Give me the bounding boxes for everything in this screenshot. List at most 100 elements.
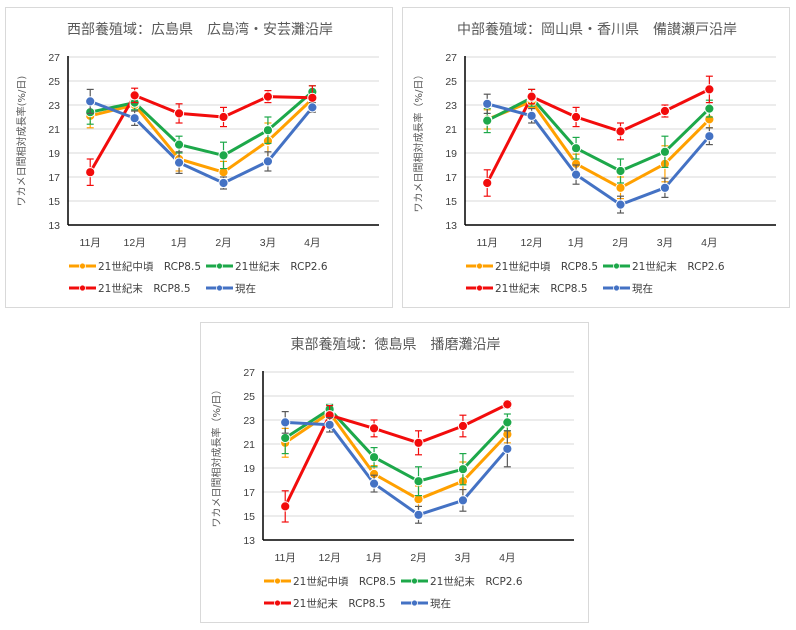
legend-item: 21世紀中頃 RCP8.5 bbox=[69, 260, 201, 273]
chart-svg-central: 中部養殖域：岡山県・香川県 備讃瀬戸沿岸 13 15 17 19 21 23 25 27 ワカメ日… bbox=[412, 21, 776, 295]
data-point bbox=[262, 125, 274, 136]
legend-item: 21世紀末 RCP8.5 bbox=[264, 597, 386, 610]
data-point bbox=[307, 102, 318, 113]
legend-swatch-marker bbox=[274, 577, 281, 585]
series-marks-3 bbox=[482, 93, 715, 214]
y-tick-label: 21 bbox=[445, 124, 457, 136]
y-tick-label: 25 bbox=[243, 391, 255, 403]
data-point bbox=[218, 111, 229, 123]
data-point bbox=[413, 437, 424, 448]
y-tick-label: 27 bbox=[48, 52, 60, 64]
data-point bbox=[704, 131, 715, 142]
legend-label: 現在 bbox=[632, 283, 653, 295]
chart-svg-west: 西部養殖域：広島県 広島湾・安芸灘沿岸 13 15 17 19 21 23 25 27 ワカメ日間… bbox=[15, 21, 379, 295]
y-tick-label: 17 bbox=[445, 172, 457, 184]
y-axis-label: ワカメ日間相対成長率(%/日) bbox=[15, 76, 28, 207]
series-3 bbox=[89, 99, 314, 185]
y-tick-label: 23 bbox=[243, 415, 255, 427]
legend-item: 21世紀末 RCP2.6 bbox=[401, 575, 523, 588]
legend-label: 現在 bbox=[235, 283, 256, 295]
data-point bbox=[482, 177, 493, 189]
series-line bbox=[283, 403, 509, 508]
y-tick-label: 23 bbox=[445, 100, 457, 112]
x-tick-label: 11月 bbox=[477, 237, 498, 249]
data-point bbox=[502, 443, 513, 454]
y-tick-label: 27 bbox=[243, 367, 255, 379]
chart-panel-east: 東部養殖域：徳島県 播磨灘沿岸 13 15 17 19 21 23 25 27 ワカメ日間相対成長… bbox=[200, 322, 589, 623]
legend-label: 21世紀中頃 RCP8.5 bbox=[495, 260, 598, 273]
legend-label: 21世紀末 RCP8.5 bbox=[293, 597, 386, 610]
legend-label: 21世紀末 RCP2.6 bbox=[632, 260, 725, 273]
data-point bbox=[324, 419, 335, 430]
data-point bbox=[307, 92, 318, 103]
legend-swatch-marker bbox=[216, 262, 223, 270]
data-point bbox=[173, 108, 185, 119]
legend-item: 21世紀中頃 RCP8.5 bbox=[466, 260, 598, 273]
x-tick-label: 2月 bbox=[215, 237, 231, 249]
y-tick-label: 27 bbox=[445, 52, 457, 64]
chart-title: 中部養殖域：岡山県・香川県 備讃瀬戸沿岸 bbox=[457, 21, 737, 38]
series-line bbox=[88, 93, 313, 173]
x-tick-label: 4月 bbox=[701, 237, 717, 249]
y-tick-label: 25 bbox=[445, 76, 457, 88]
x-tick-label: 12月 bbox=[521, 237, 543, 249]
x-tick-label: 12月 bbox=[319, 552, 341, 564]
y-axis-label: ワカメ日間相対成長率（%/日） bbox=[412, 70, 425, 213]
chart-title: 東部養殖域：徳島県 播磨灘沿岸 bbox=[291, 336, 501, 353]
data-point bbox=[457, 495, 469, 506]
x-tick-label: 1月 bbox=[568, 237, 584, 249]
legend-swatch-marker bbox=[411, 577, 418, 585]
y-tick-label: 17 bbox=[243, 487, 255, 499]
data-point bbox=[704, 103, 715, 114]
y-tick-label: 19 bbox=[445, 148, 457, 160]
data-point bbox=[482, 98, 493, 109]
series-marks-1 bbox=[482, 88, 715, 184]
legend-label: 現在 bbox=[430, 598, 451, 610]
x-tick-label: 1月 bbox=[171, 237, 187, 249]
data-point bbox=[413, 509, 424, 520]
chart-panel-central: 中部養殖域：岡山県・香川県 備讃瀬戸沿岸 13 15 17 19 21 23 25 27 ワカメ日… bbox=[402, 7, 790, 308]
series-line bbox=[486, 96, 711, 173]
data-point bbox=[570, 143, 582, 154]
series-0 bbox=[89, 97, 314, 174]
series-line bbox=[89, 97, 314, 174]
legend-label: 21世紀中頃 RCP8.5 bbox=[293, 575, 396, 588]
legend-item: 現在 bbox=[206, 283, 256, 295]
legend-swatch-marker bbox=[79, 262, 86, 270]
series-1 bbox=[89, 90, 314, 157]
series-0 bbox=[486, 99, 711, 190]
x-tick-label: 1月 bbox=[366, 552, 382, 564]
x-tick-label: 2月 bbox=[612, 237, 628, 249]
data-point bbox=[85, 96, 96, 107]
x-tick-label: 4月 bbox=[499, 552, 515, 564]
x-tick-label: 11月 bbox=[275, 552, 296, 564]
data-point bbox=[218, 150, 229, 161]
series-3 bbox=[486, 102, 711, 207]
y-tick-label: 15 bbox=[445, 196, 457, 208]
x-tick-label: 3月 bbox=[657, 237, 673, 249]
data-point bbox=[526, 91, 537, 102]
series-line bbox=[89, 99, 314, 185]
legend-swatch-marker bbox=[613, 262, 620, 270]
data-point bbox=[570, 111, 582, 123]
data-point bbox=[659, 146, 671, 157]
legend-swatch-marker bbox=[411, 599, 418, 607]
y-tick-label: 23 bbox=[48, 100, 60, 112]
x-tick-label: 11月 bbox=[80, 237, 101, 249]
legend-item: 21世紀中頃 RCP8.5 bbox=[264, 575, 396, 588]
data-point bbox=[615, 126, 626, 137]
legend-swatch-marker bbox=[476, 262, 483, 270]
data-point bbox=[280, 432, 291, 444]
data-point bbox=[368, 423, 380, 434]
series-1 bbox=[284, 407, 509, 483]
data-point bbox=[262, 91, 274, 102]
series-0 bbox=[284, 411, 509, 501]
data-point bbox=[280, 417, 291, 428]
data-point bbox=[85, 167, 96, 178]
y-tick-label: 13 bbox=[48, 220, 60, 232]
legend-label: 21世紀中頃 RCP8.5 bbox=[98, 260, 201, 273]
y-tick-label: 17 bbox=[48, 172, 60, 184]
legend-item: 現在 bbox=[401, 598, 451, 610]
y-tick-label: 21 bbox=[48, 124, 60, 136]
legend-label: 21世紀末 RCP8.5 bbox=[98, 282, 191, 295]
